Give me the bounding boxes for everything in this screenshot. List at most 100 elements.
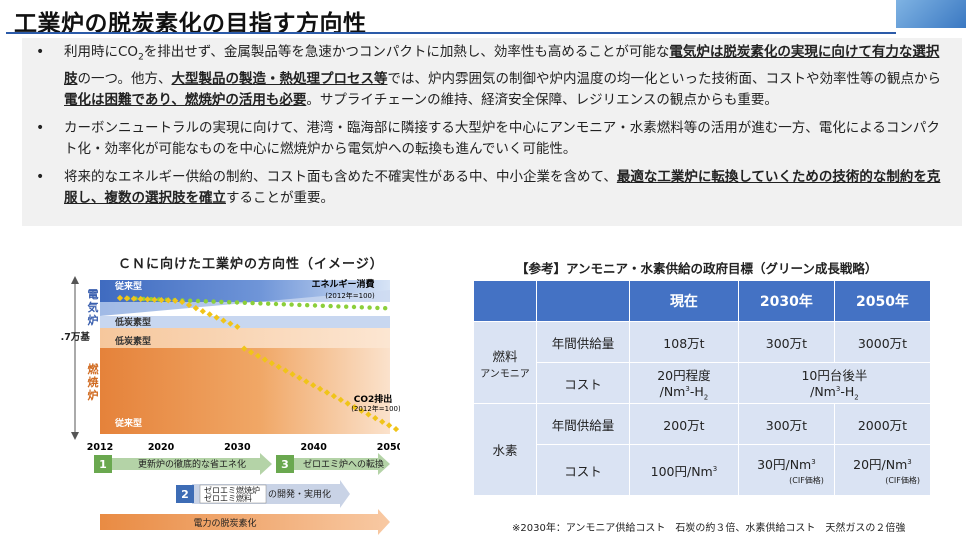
row-label: 年間供給量 [536,321,630,363]
co2-point [323,389,331,396]
energy-point [188,298,193,303]
step1-number: 1 [99,458,107,471]
energy-point [289,302,294,307]
x-tick-label: 2050 [377,442,400,453]
energy-point [195,298,201,304]
axis-arrow-bottom [71,432,79,440]
table-cell: 3000万t [833,321,932,363]
series-label-co2: CO2排出 [354,393,393,405]
step2-text-2: ゼロエミ燃料 [204,493,252,503]
x-tick-label: 2012 [87,442,113,453]
reference-title: 【参考】アンモニア・水素供給の政府目標（グリーン成長戦略） [516,261,878,276]
bullet-item: 利用時にCO2を排出せず、金属製品等を急速かつコンパクトに加熱し、効率性も高める… [32,42,952,111]
energy-point [234,300,240,305]
energy-point [281,302,286,307]
energy-point [203,299,208,304]
co2-point [116,294,124,302]
co2-point [130,295,137,302]
x-axis-ticks: 2012 2020 2030 2040 2050 [87,442,400,453]
table-cell: 2000万t [833,403,932,445]
row-label: 年間供給量 [536,403,630,445]
summary-bullets: 利用時にCO2を排出せず、金属製品等を急速かつコンパクトに加熱し、効率性も高める… [32,42,952,216]
title-underline [6,32,896,34]
series-note-co2: (2012年=100) [351,404,400,413]
series-label-energy: エネルギー消費 [311,278,374,290]
region-label: 低炭素型 [114,335,151,347]
energy-point [305,303,310,308]
energy-point [297,302,302,308]
row-label: コスト [536,444,630,496]
step2-text-1: ゼロエミ燃焼炉 [204,485,260,495]
energy-point [359,305,364,310]
energy-point [328,303,333,309]
table-header-cell: 2050年 [833,280,932,322]
furnace-direction-chart: 電気炉 燃焼炉 3.7万基 従来型 低炭素型 低炭素型 従来型 エネルギー消費 … [60,276,400,535]
table-cell: 20円程度/Nm3-H2 [629,362,739,404]
energy-point [344,304,349,309]
table-cell: 300万t [737,321,835,363]
x-tick-label: 2030 [224,442,251,453]
step1-text: 更新炉の徹底的な省エネ化 [138,458,246,470]
table-cell: 108万t [629,321,739,363]
energy-point [250,300,255,306]
axis-label-combustion: 燃焼炉 [87,362,100,402]
row-label: コスト [536,362,630,404]
energy-point [211,299,216,304]
energy-point [320,303,325,308]
corner-decoration [896,0,966,28]
step2-box [199,484,267,504]
reference-table: 現在 2030年 2050年 燃料 アンモニア 年間供給量 108万t 300万t… [473,280,932,496]
area-combustion-conventional [100,348,390,434]
energy-point [258,301,263,306]
energy-point [227,300,232,305]
footnote: ※2030年：アンモニア供給コスト 石炭の約３倍、水素供給コスト 天然ガスの２倍… [512,523,906,534]
area-combustion-lowcarbon [100,328,390,348]
bottom-arrow-text: 電力の脱炭素化 [193,517,256,529]
table-row: コスト 100円/Nm3 30円/Nm3 (CIF価格) 20円/Nm3 (CIF価… [474,444,932,496]
table-row: コスト 20円程度/Nm3-H2 10円台後半/Nm3-H2 [474,362,932,404]
co2-point [379,418,386,425]
table-header-cell [473,280,537,322]
step3-text: ゼロエミ炉への転換 [303,458,384,470]
table-header-cell: 2030年 [737,280,835,322]
table-row: 燃料 アンモニア 年間供給量 108万t 300万t 3000万t [473,321,932,404]
table-cell: 100円/Nm3 [629,444,739,496]
x-tick-label: 2020 [148,442,175,453]
bullet-item: 将来的なエネルギー供給の制約、コスト面も含めた不確実性がある中、中小企業を含めて… [32,167,952,209]
table-cell: 10円台後半/Nm3-H2 [737,362,932,404]
bullet-item: カーボンニュートラルの実現に向けて、港湾・臨海部に隣接する大型炉を中心にアンモニ… [32,118,952,160]
energy-point [219,299,224,305]
chart-title: ＣＮに向けた工業炉の方向性（イメージ） [118,257,384,272]
energy-point [266,301,271,306]
region-label: 低炭素型 [114,316,151,328]
co2-point [199,308,206,315]
group-ammonia: 燃料 アンモニア [473,321,537,404]
step2-suffix: の開発・実用化 [268,488,331,500]
step1-arrow [100,453,272,475]
step2-badge [176,485,194,503]
step3-number: 3 [281,458,289,471]
co2-point [261,356,269,363]
co2-point [392,425,400,433]
step3-arrow [288,453,390,475]
region-label: 従来型 [114,417,142,429]
axis-value-label: 3.7万基 [60,331,90,343]
table-cell: 30円/Nm3 (CIF価格) [737,444,835,496]
energy-point [383,306,388,311]
series-note-energy: (2012年=100) [325,291,375,300]
step2-number: 2 [181,488,189,501]
table-header-cell: 現在 [629,280,739,322]
step1-badge [94,455,112,473]
axis-arrow-top [71,276,79,284]
co2-point [192,305,200,312]
step3-badge [276,455,294,473]
energy-point [312,303,318,308]
region-label: 従来型 [114,280,142,292]
energy-point [273,301,279,307]
axis-label-electric: 電気炉 [88,288,99,327]
bottom-arrow [100,509,390,535]
co2-point [296,374,303,381]
x-tick-label: 2040 [300,442,327,453]
energy-point [336,304,341,309]
table-cell: 300万t [737,403,835,445]
